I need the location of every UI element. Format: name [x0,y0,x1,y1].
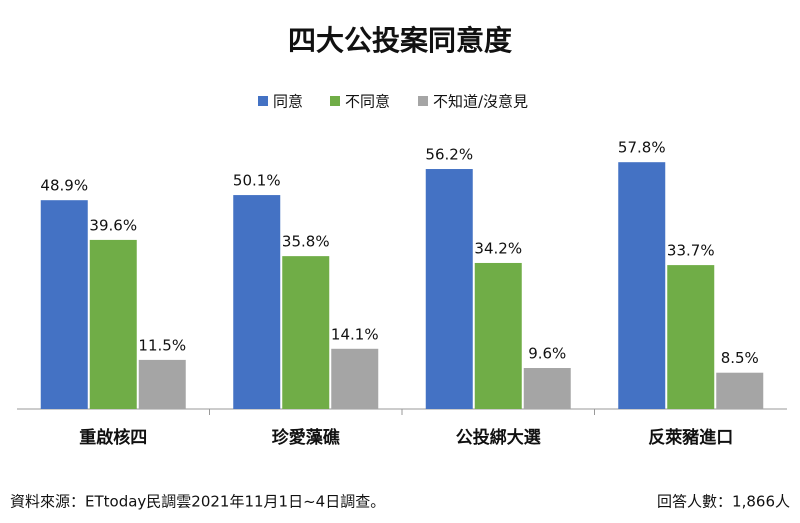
legend-label: 不同意 [345,93,390,111]
legend-swatch [418,96,428,106]
value-label: 14.1% [331,325,379,343]
bar [89,239,137,409]
x-tick-label: 公投綁大選 [456,427,541,448]
sample-note: 回答人數：1,866人 [657,493,790,511]
bar [331,348,379,409]
bar [233,195,281,409]
value-label: 35.8% [282,233,330,251]
bar [40,200,88,409]
value-label: 34.2% [474,239,522,257]
bar [474,262,522,409]
value-label: 48.9% [40,177,88,195]
value-label: 9.6% [528,345,566,363]
chart-title: 四大公投案同意度 [288,24,512,57]
legend-label: 同意 [273,93,303,111]
legend-swatch [330,96,340,106]
x-tick-label: 珍愛藻礁 [272,427,340,448]
bar [523,368,571,409]
bar [425,169,473,409]
value-label: 39.6% [89,216,137,234]
value-label: 8.5% [721,349,759,367]
bar [618,162,666,409]
value-label: 50.1% [233,172,281,190]
legend-swatch [258,96,268,106]
value-label: 33.7% [667,242,715,260]
value-label: 56.2% [425,146,473,164]
x-tick-label: 反萊豬進口 [648,427,733,448]
bar [667,265,715,409]
value-label: 11.5% [138,336,186,354]
source-note: 資料來源：ETtoday民調雲2021年11月1日~4日調查。 [10,493,385,511]
bar [716,372,764,409]
legend-label: 不知道/沒意見 [433,93,528,111]
bar [138,359,186,409]
x-tick-label: 重啟核四 [79,427,147,448]
value-label: 57.8% [618,139,666,157]
bar [282,256,330,409]
